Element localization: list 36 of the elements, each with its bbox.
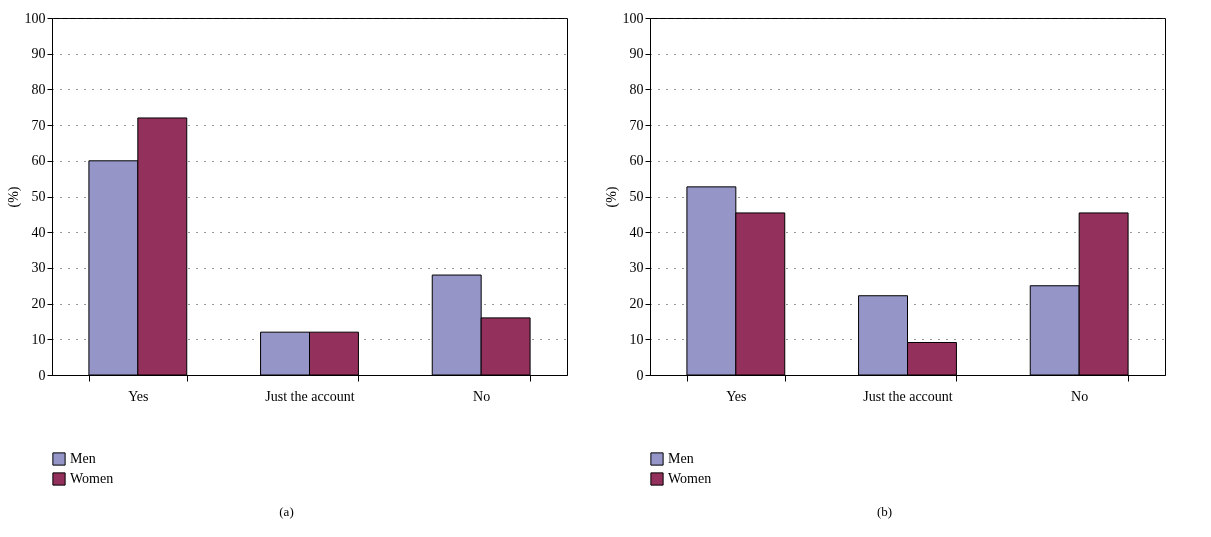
y-tick-label: 10 — [31, 331, 46, 347]
legend-label: Men — [70, 451, 96, 466]
y-axis-title: (%) — [603, 186, 620, 208]
y-tick-label: 50 — [31, 189, 46, 204]
y-tick-label: 30 — [31, 260, 46, 276]
y-tick-label: 90 — [31, 46, 46, 62]
legend-label: Women — [668, 471, 712, 486]
y-tick-label: 100 — [24, 10, 46, 26]
y-tick-label: 30 — [629, 260, 644, 276]
y-tick-label: 80 — [629, 81, 644, 97]
y-tick-label: 40 — [31, 224, 46, 240]
y-tick-label: 0 — [636, 367, 644, 383]
text: (b) — [876, 504, 893, 519]
x-tick-label: No — [1071, 388, 1089, 404]
y-tick-label: 0 — [38, 367, 46, 383]
text: (a) — [279, 504, 294, 519]
y-tick-label: 80 — [31, 81, 46, 97]
x-tick-label: Yes — [128, 388, 149, 404]
x-tick-label: Just the account — [863, 388, 953, 404]
y-tick-label: 50 — [629, 189, 644, 204]
y-tick-label: 20 — [629, 296, 644, 312]
x-tick-label: Just the account — [265, 388, 355, 404]
y-axis-title: (%) — [5, 186, 22, 208]
y-tick-label: 10 — [629, 331, 644, 347]
y-tick-label: 60 — [629, 153, 644, 169]
y-tick-label: 40 — [629, 224, 644, 240]
y-tick-label: 70 — [31, 117, 46, 133]
y-tick-label: 100 — [622, 10, 644, 26]
legend-label: Men — [668, 451, 694, 466]
legend-label: Women — [70, 471, 114, 486]
x-tick-label: Yes — [726, 388, 747, 404]
y-tick-label: 70 — [629, 117, 644, 133]
y-tick-label: 90 — [629, 46, 644, 62]
x-tick-label: No — [473, 388, 491, 404]
y-tick-label: 20 — [31, 296, 46, 312]
y-tick-label: 60 — [31, 153, 46, 169]
